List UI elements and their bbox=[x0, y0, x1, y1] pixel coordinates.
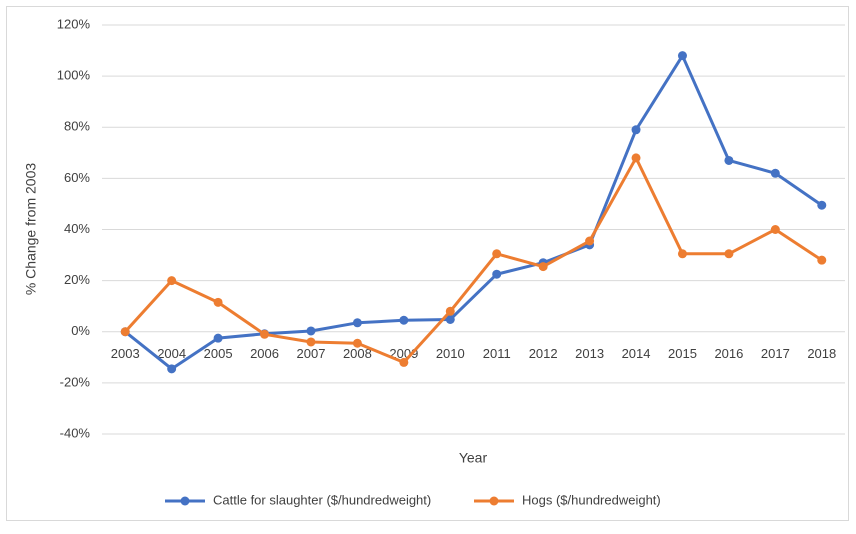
point bbox=[492, 249, 502, 259]
x-tick-label: 2003 bbox=[111, 346, 140, 361]
y-tick-label: 120% bbox=[57, 16, 91, 31]
point bbox=[724, 249, 734, 259]
point bbox=[817, 200, 827, 210]
x-axis-label: Year bbox=[459, 450, 488, 466]
point bbox=[631, 125, 641, 135]
legend-marker bbox=[489, 496, 499, 506]
point bbox=[167, 364, 177, 374]
x-tick-label: 2012 bbox=[529, 346, 558, 361]
x-tick-label: 2014 bbox=[622, 346, 651, 361]
point bbox=[677, 51, 687, 61]
x-tick-label: 2013 bbox=[575, 346, 604, 361]
point bbox=[770, 168, 780, 178]
x-tick-label: 2015 bbox=[668, 346, 697, 361]
x-tick-label: 2017 bbox=[761, 346, 790, 361]
y-axis-label: % Change from 2003 bbox=[23, 163, 39, 296]
point bbox=[213, 297, 223, 307]
point bbox=[399, 315, 409, 325]
x-tick-label: 2009 bbox=[389, 346, 418, 361]
point bbox=[167, 276, 177, 286]
point bbox=[724, 155, 734, 165]
x-tick-label: 2010 bbox=[436, 346, 465, 361]
point bbox=[538, 262, 548, 272]
y-tick-label: 80% bbox=[64, 119, 90, 134]
y-tick-label: 20% bbox=[64, 272, 90, 287]
series-line bbox=[124, 54, 823, 371]
point bbox=[306, 326, 316, 336]
legend-label: Hogs ($/hundredweight) bbox=[522, 492, 661, 507]
x-tick-label: 2007 bbox=[297, 346, 326, 361]
point bbox=[631, 153, 641, 163]
chart-border bbox=[6, 6, 849, 521]
point bbox=[306, 337, 316, 347]
point bbox=[445, 314, 455, 324]
point bbox=[817, 255, 827, 265]
point bbox=[770, 225, 780, 234]
point bbox=[585, 236, 595, 246]
point bbox=[213, 333, 223, 343]
x-tick-label: 2018 bbox=[807, 346, 836, 361]
y-tick-label: -20% bbox=[60, 374, 91, 389]
y-tick-label: 100% bbox=[57, 68, 91, 83]
legend-marker bbox=[180, 496, 190, 506]
point bbox=[120, 327, 130, 337]
x-tick-label: 2006 bbox=[250, 346, 279, 361]
y-tick-label: 60% bbox=[64, 170, 90, 185]
x-tick-label: 2016 bbox=[714, 346, 743, 361]
x-tick-label: 2011 bbox=[483, 346, 511, 361]
point bbox=[399, 357, 409, 367]
point bbox=[492, 269, 502, 279]
point bbox=[445, 306, 455, 316]
point bbox=[352, 318, 362, 328]
y-tick-label: -40% bbox=[60, 425, 91, 440]
x-tick-label: 2004 bbox=[157, 346, 186, 361]
point bbox=[352, 338, 362, 348]
x-tick-label: 2008 bbox=[343, 346, 372, 361]
series-line bbox=[124, 156, 823, 364]
x-tick-label: 2005 bbox=[204, 346, 233, 361]
point bbox=[677, 249, 687, 259]
y-tick-label: 0% bbox=[71, 323, 90, 338]
y-tick-label: 40% bbox=[64, 221, 90, 236]
point bbox=[260, 329, 270, 339]
legend-label: Cattle for slaughter ($/hundredweight) bbox=[213, 492, 431, 507]
